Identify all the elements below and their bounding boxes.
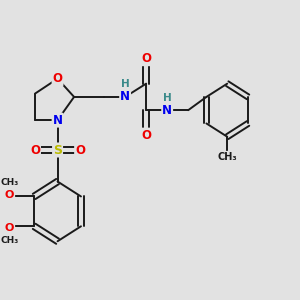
Text: O: O bbox=[141, 52, 151, 65]
Text: CH₃: CH₃ bbox=[0, 178, 19, 187]
Text: O: O bbox=[30, 143, 40, 157]
Text: O: O bbox=[5, 223, 14, 232]
Text: N: N bbox=[162, 104, 172, 117]
Text: CH₃: CH₃ bbox=[218, 152, 237, 162]
Text: O: O bbox=[5, 190, 14, 200]
Text: H: H bbox=[121, 79, 130, 89]
Text: S: S bbox=[53, 143, 62, 157]
Text: N: N bbox=[120, 90, 130, 104]
Text: H: H bbox=[163, 93, 172, 103]
Text: O: O bbox=[75, 143, 85, 157]
Text: O: O bbox=[141, 129, 151, 142]
Text: N: N bbox=[52, 114, 63, 127]
Text: CH₃: CH₃ bbox=[0, 236, 19, 245]
Text: O: O bbox=[52, 72, 63, 85]
